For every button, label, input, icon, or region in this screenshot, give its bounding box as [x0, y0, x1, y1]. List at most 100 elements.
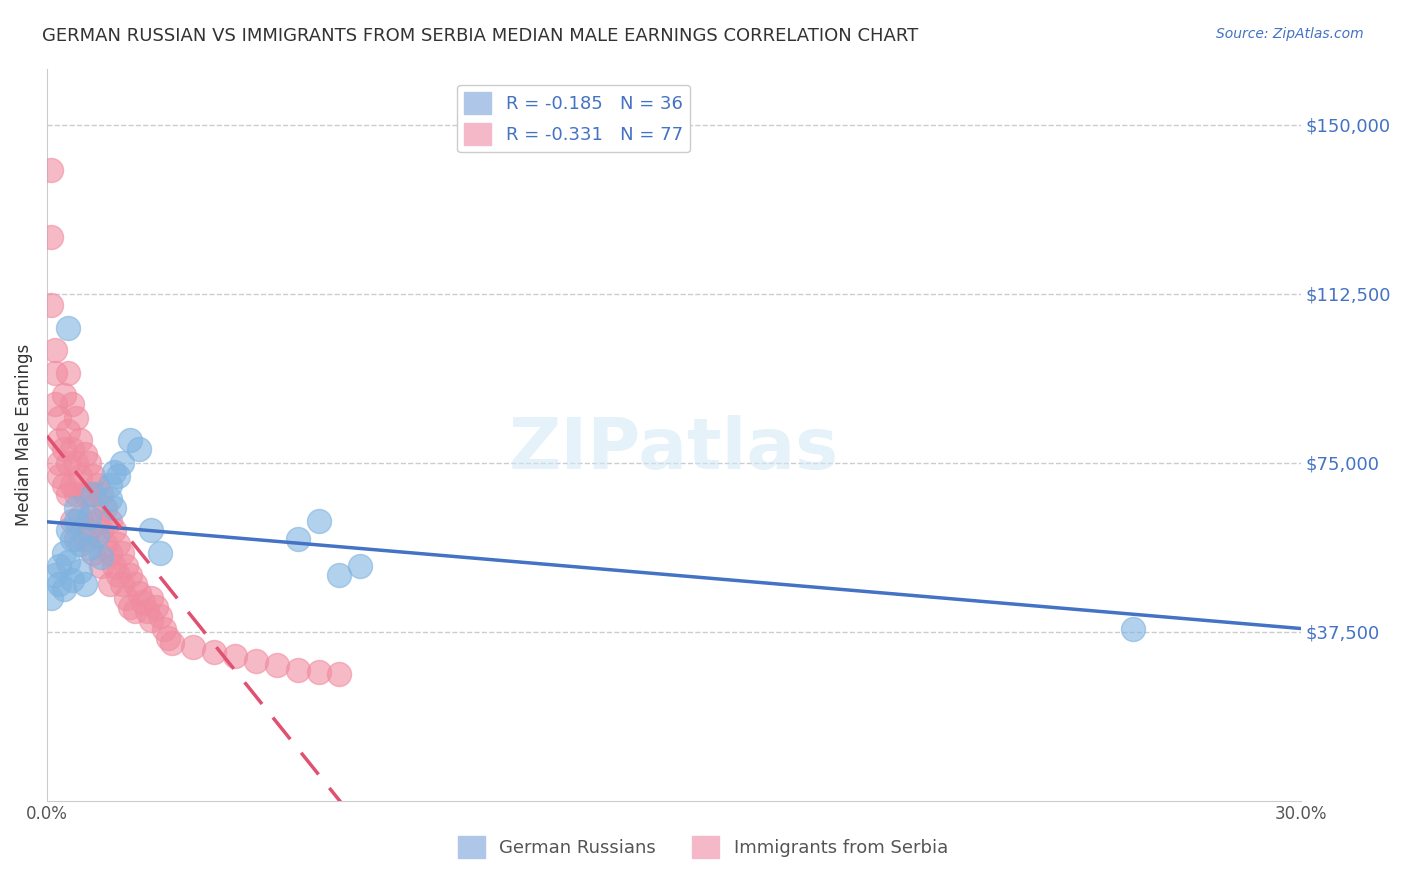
Point: [69, 469, 91, 483]
Point: [94, 537, 117, 551]
Legend: R = -0.185   N = 36, R = -0.331   N = 77: R = -0.185 N = 36, R = -0.331 N = 77: [457, 85, 690, 153]
Point: [153, 623, 176, 637]
Point: [103, 524, 125, 538]
Y-axis label: Median Male Earnings: Median Male Earnings: [15, 343, 32, 525]
Point: [48, 410, 70, 425]
Point: [128, 442, 150, 457]
Point: [124, 604, 146, 618]
Text: GERMAN RUSSIAN VS IMMIGRANTS FROM SERBIA MEDIAN MALE EARNINGS CORRELATION CHART: GERMAN RUSSIAN VS IMMIGRANTS FROM SERBIA…: [42, 27, 918, 45]
Point: [65, 410, 87, 425]
Point: [65, 456, 87, 470]
Point: [39, 298, 62, 312]
Point: [44, 397, 66, 411]
Point: [39, 591, 62, 605]
Point: [69, 433, 91, 447]
Point: [120, 599, 142, 614]
Point: [181, 640, 204, 655]
Point: [60, 478, 83, 492]
Text: ZIPatlas: ZIPatlas: [509, 415, 839, 483]
Point: [328, 568, 350, 582]
Point: [124, 577, 146, 591]
Point: [69, 509, 91, 524]
Point: [98, 478, 121, 492]
Point: [52, 478, 75, 492]
Point: [77, 456, 100, 470]
Point: [56, 524, 79, 538]
Point: [1122, 623, 1144, 637]
Point: [287, 663, 309, 677]
Point: [48, 456, 70, 470]
Point: [48, 469, 70, 483]
Point: [44, 568, 66, 582]
Point: [69, 564, 91, 578]
Point: [141, 614, 163, 628]
Point: [73, 447, 96, 461]
Point: [136, 604, 159, 618]
Text: Source: ZipAtlas.com: Source: ZipAtlas.com: [1216, 27, 1364, 41]
Point: [141, 524, 163, 538]
Point: [69, 537, 91, 551]
Point: [141, 591, 163, 605]
Point: [202, 645, 225, 659]
Point: [245, 654, 267, 668]
Point: [86, 514, 108, 528]
Point: [60, 573, 83, 587]
Point: [56, 555, 79, 569]
Point: [90, 524, 112, 538]
Point: [98, 514, 121, 528]
Point: [349, 559, 371, 574]
Point: [266, 658, 288, 673]
Point: [98, 491, 121, 506]
Point: [48, 577, 70, 591]
Point: [132, 595, 155, 609]
Point: [115, 559, 138, 574]
Point: [73, 577, 96, 591]
Point: [128, 586, 150, 600]
Point: [77, 541, 100, 556]
Point: [56, 424, 79, 438]
Point: [224, 649, 246, 664]
Point: [308, 665, 330, 680]
Point: [52, 442, 75, 457]
Point: [60, 397, 83, 411]
Point: [107, 469, 129, 483]
Point: [107, 537, 129, 551]
Point: [94, 500, 117, 515]
Point: [56, 320, 79, 334]
Point: [111, 577, 134, 591]
Point: [65, 500, 87, 515]
Point: [73, 487, 96, 501]
Point: [82, 487, 104, 501]
Point: [86, 478, 108, 492]
Point: [98, 577, 121, 591]
Point: [77, 509, 100, 524]
Point: [90, 550, 112, 565]
Point: [98, 546, 121, 560]
Point: [162, 636, 184, 650]
Point: [90, 487, 112, 501]
Point: [44, 343, 66, 357]
Legend: German Russians, Immigrants from Serbia: German Russians, Immigrants from Serbia: [451, 829, 955, 865]
Point: [60, 514, 83, 528]
Point: [145, 599, 167, 614]
Point: [111, 456, 134, 470]
Point: [44, 366, 66, 380]
Point: [56, 366, 79, 380]
Point: [77, 524, 100, 538]
Point: [52, 388, 75, 402]
Point: [149, 546, 172, 560]
Point: [52, 546, 75, 560]
Point: [149, 608, 172, 623]
Point: [65, 514, 87, 528]
Point: [308, 514, 330, 528]
Point: [65, 487, 87, 501]
Point: [86, 528, 108, 542]
Point: [73, 533, 96, 547]
Point: [90, 559, 112, 574]
Point: [56, 456, 79, 470]
Point: [56, 487, 79, 501]
Point: [115, 591, 138, 605]
Point: [39, 230, 62, 244]
Point: [111, 546, 134, 560]
Point: [120, 568, 142, 582]
